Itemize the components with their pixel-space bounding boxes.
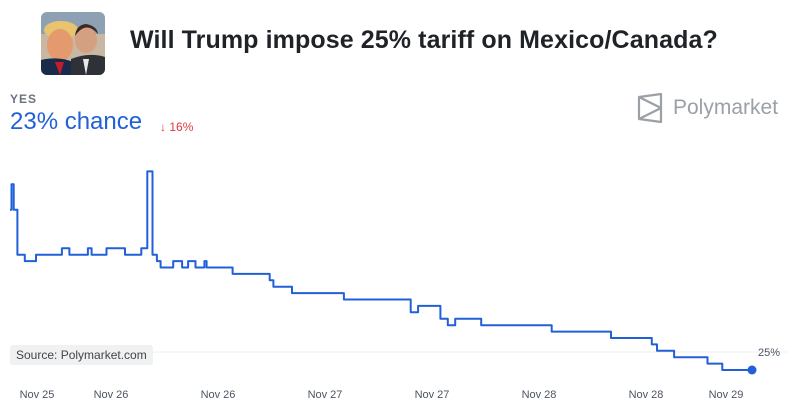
x-tick-label: Nov 26 [201,389,236,401]
x-tick-label: Nov 27 [415,389,450,401]
source-label: Source: Polymarket.com [10,345,153,365]
market-thumbnail [41,12,105,75]
x-tick-label: Nov 28 [522,389,557,401]
x-tick-label: Nov 25 [20,389,55,401]
arrow-down-icon: ↓ [160,120,166,134]
x-tick-label: Nov 27 [308,389,343,401]
current-point [747,365,757,375]
polymarket-logo-icon [637,93,663,123]
change-indicator: ↓ 16% [160,120,193,134]
chance-value: 23% chance [10,108,143,135]
y-tick-label: 25% [758,347,780,359]
x-tick-label: Nov 28 [629,389,664,401]
x-tick-label: Nov 29 [709,389,744,401]
polymarket-logo: Polymarket [637,93,778,123]
change-value: 16% [169,120,194,134]
market-thumbnail-image [41,12,105,75]
price-line [10,170,752,371]
x-tick-label: Nov 26 [94,389,129,401]
market-title: Will Trump impose 25% tariff on Mexico/C… [130,26,718,54]
outcome-label: YES [10,92,38,106]
brand-name: Polymarket [673,96,779,119]
